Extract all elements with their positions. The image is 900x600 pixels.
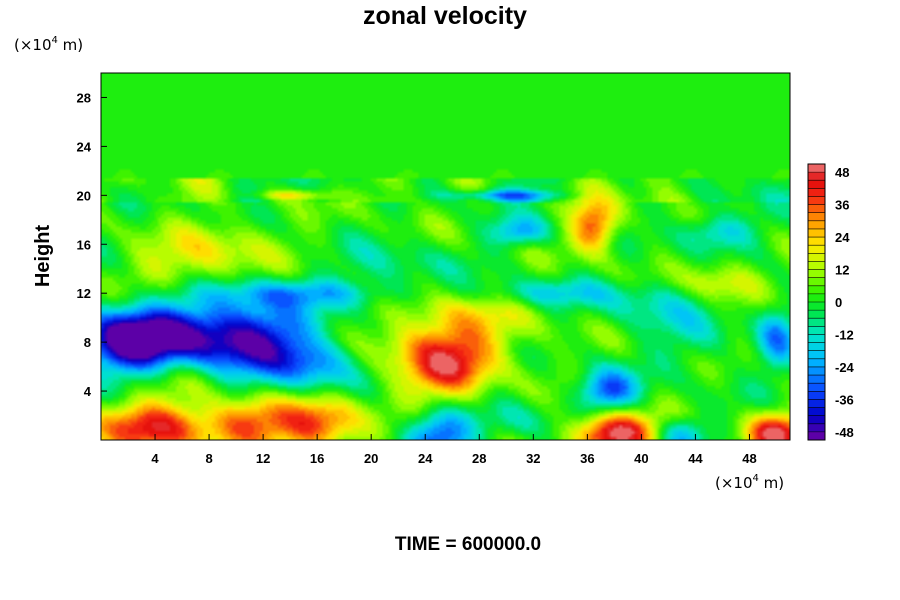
colorbar-segment	[808, 261, 825, 270]
chart-title: zonal velocity	[363, 2, 527, 30]
y-axis-label: Height	[32, 225, 54, 288]
colorbar-segment	[808, 358, 825, 368]
colorbar-segment	[808, 228, 825, 238]
colorbar-segment	[808, 366, 825, 376]
colorbar-segment	[808, 285, 825, 295]
colorbar-segment	[808, 326, 825, 335]
colorbar-segment	[808, 220, 825, 230]
colorbar-labels: -48 -36 -24 -12 0 12 24 36 48	[835, 165, 855, 440]
colorbar-segment	[808, 212, 825, 222]
colorbar-segment	[808, 164, 825, 173]
y-tick-label: 16	[77, 237, 91, 252]
x-tick-label: 8	[205, 451, 212, 466]
x-tick-label: 28	[472, 451, 486, 466]
time-footer: TIME = 600000.0	[395, 534, 541, 555]
colorbar-segment	[808, 293, 825, 303]
colorbar-segment	[808, 253, 825, 262]
x-axis-unit: (×104 m)	[715, 473, 784, 492]
colorbar-segment	[808, 245, 825, 254]
colorbar-segment	[808, 318, 825, 327]
x-tick-label: 16	[310, 451, 324, 466]
colorbar-segment	[808, 342, 825, 352]
colorbar-segment	[808, 431, 825, 441]
colorbar-segment	[808, 180, 825, 189]
heatmap-image	[101, 73, 790, 440]
x-tick-label: 44	[688, 451, 703, 466]
y-axis-unit: (×104 m)	[14, 35, 83, 54]
colorbar-label: 48	[835, 165, 849, 180]
colorbar-label: -48	[835, 425, 854, 440]
x-tick-label: 20	[364, 451, 378, 466]
colorbar	[807, 163, 826, 441]
colorbar-label: -36	[835, 392, 854, 407]
x-tick-label: 36	[580, 451, 594, 466]
colorbar-segment	[808, 350, 825, 360]
x-tick-label: 24	[418, 451, 433, 466]
y-tick-label: 4	[84, 384, 92, 399]
colorbar-segment	[808, 277, 825, 287]
colorbar-segment	[808, 204, 825, 214]
x-tick-label: 32	[526, 451, 540, 466]
colorbar-segment	[808, 391, 825, 400]
colorbar-segment	[808, 383, 825, 392]
colorbar-segment	[808, 399, 825, 408]
colorbar-segment	[808, 237, 825, 246]
colorbar-label: -24	[835, 360, 855, 375]
colorbar-label: -12	[835, 327, 854, 342]
colorbar-segment	[808, 302, 825, 311]
colorbar-segment	[808, 423, 825, 433]
colorbar-segment	[808, 310, 825, 319]
colorbar-frame	[807, 163, 826, 441]
x-axis-ticks: 4 8 12 16 20 24 28 32 36 40 44 48	[151, 434, 757, 466]
colorbar-segment	[808, 334, 825, 343]
x-tick-label: 40	[634, 451, 648, 466]
colorbar-segment	[808, 269, 825, 278]
colorbar-segment	[808, 172, 825, 181]
colorbar-segment	[808, 188, 825, 197]
x-tick-label: 12	[256, 451, 270, 466]
y-axis-ticks: 4 8 12 16 20 24 28	[77, 90, 107, 399]
y-tick-label: 24	[77, 139, 92, 154]
x-tick-label: 48	[742, 451, 756, 466]
colorbar-segment	[808, 375, 825, 384]
y-tick-label: 20	[77, 188, 91, 203]
colorbar-segment	[808, 196, 825, 205]
colorbar-segment	[808, 407, 825, 416]
colorbar-label: 24	[835, 230, 850, 245]
colorbar-label: 12	[835, 263, 849, 278]
colorbar-label: 36	[835, 198, 849, 213]
y-tick-label: 28	[77, 90, 91, 105]
y-tick-label: 8	[84, 335, 91, 350]
plot-frame	[100, 72, 791, 441]
heatmap-plot	[101, 73, 790, 440]
x-tick-label: 4	[151, 451, 159, 466]
colorbar-label: 0	[835, 295, 842, 310]
y-tick-label: 12	[77, 286, 91, 301]
colorbar-segment	[808, 415, 825, 425]
